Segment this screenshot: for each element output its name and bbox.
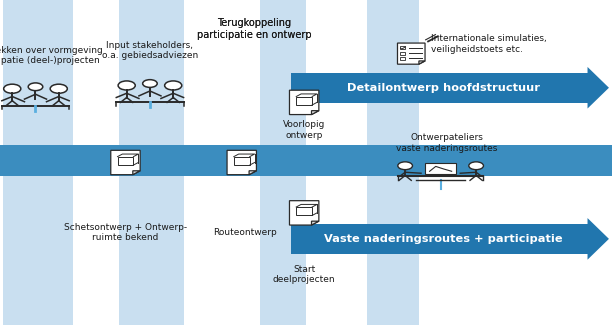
Polygon shape [312, 111, 319, 114]
Text: Routeontwerp: Routeontwerp [213, 228, 277, 237]
Circle shape [165, 81, 182, 90]
Polygon shape [249, 171, 256, 175]
Text: Start
deelprojecten: Start deelprojecten [273, 265, 335, 284]
Text: Voorlopig
ontwerp: Voorlopig ontwerp [283, 120, 326, 140]
Polygon shape [312, 221, 319, 225]
Text: Detailontwerp hoofdstructuur: Detailontwerp hoofdstructuur [347, 83, 540, 93]
Polygon shape [133, 171, 140, 175]
Polygon shape [588, 218, 609, 260]
Bar [260, 0, 306, 325]
Polygon shape [588, 67, 609, 109]
Bar [400, 46, 406, 49]
Bar [400, 57, 406, 60]
Bar [400, 52, 406, 55]
Bar [118, 157, 133, 165]
Text: Schetsontwerp + Ontwerp-
ruimte bekend: Schetsontwerp + Ontwerp- ruimte bekend [64, 223, 187, 242]
Circle shape [28, 83, 43, 91]
Bar [296, 207, 312, 215]
Bar [425, 163, 456, 174]
Circle shape [118, 81, 135, 90]
Circle shape [398, 162, 412, 170]
Polygon shape [111, 150, 140, 175]
Polygon shape [227, 150, 256, 175]
Bar [367, 0, 419, 325]
Text: Gesprekken over vormgeving
participatie (deel-)projecten: Gesprekken over vormgeving participatie … [0, 46, 102, 65]
Text: Terugkoppeling
participatie en ontwerp: Terugkoppeling participatie en ontwerp [196, 19, 312, 40]
Text: Internationale simulaties,
veiligheidstoets etc.: Internationale simulaties, veiligheidsto… [431, 34, 547, 54]
Bar [234, 157, 250, 165]
Circle shape [50, 84, 67, 93]
Circle shape [469, 162, 483, 170]
Circle shape [4, 84, 21, 93]
Bar [291, 73, 588, 103]
Polygon shape [289, 90, 319, 114]
Bar [291, 224, 588, 254]
Text: Input stakeholders,
o.a. gebiedsadviezen: Input stakeholders, o.a. gebiedsadviezen [102, 41, 198, 60]
Circle shape [143, 80, 157, 87]
Polygon shape [289, 201, 319, 225]
Text: Ontwerpateliers
vaste naderingsroutes: Ontwerpateliers vaste naderingsroutes [396, 133, 498, 153]
Text: Terugkoppeling
participatie en ontwerp: Terugkoppeling participatie en ontwerp [196, 19, 312, 40]
Bar [3, 0, 73, 325]
Polygon shape [398, 43, 425, 64]
Bar [0, 146, 612, 176]
Bar [296, 97, 312, 105]
Polygon shape [419, 61, 425, 64]
Bar [119, 0, 184, 325]
Text: Vaste naderingsroutes + participatie: Vaste naderingsroutes + participatie [324, 234, 563, 244]
